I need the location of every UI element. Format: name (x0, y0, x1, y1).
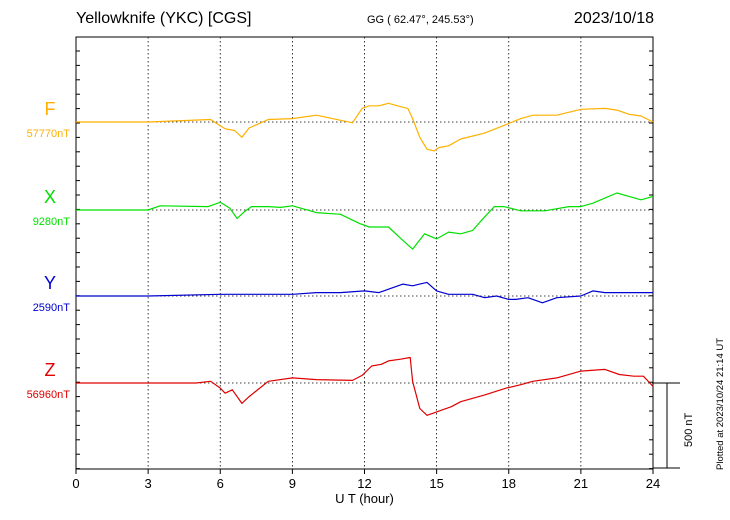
x-tick-label: 21 (574, 476, 588, 491)
x-tick-label: 12 (357, 476, 371, 491)
series-name-Y: Y (44, 273, 56, 293)
x-tick-label: 3 (145, 476, 152, 491)
series-name-Z: Z (45, 360, 56, 380)
series-name-F: F (45, 99, 56, 119)
x-tick-label: 6 (217, 476, 224, 491)
chart-date: 2023/10/18 (573, 10, 654, 27)
series-line-X (76, 192, 654, 250)
series-line-F (76, 102, 654, 152)
station-coordinates: GG ( 62.47°, 245.53°) (367, 14, 474, 26)
series-baseline-F: 57770nT (27, 128, 71, 140)
series-baseline-Z: 56960nT (27, 389, 71, 401)
series-line-Z (76, 356, 654, 416)
x-tick-label: 24 (646, 476, 660, 491)
chart-title: Yellowknife (YKC) [CGS] (76, 10, 252, 27)
series-name-X: X (44, 187, 56, 207)
series-baseline-X: 9280nT (33, 216, 71, 228)
plotted-timestamp: Plotted at 2023/10/24 21:14 UT (715, 337, 726, 470)
scale-bar-label: 500 nT (683, 412, 695, 447)
series-line-Y (76, 281, 653, 304)
x-tick-label: 18 (502, 476, 516, 491)
x-tick-label: 15 (429, 476, 443, 491)
x-axis-label: U T (hour) (335, 491, 394, 506)
x-tick-label: 9 (289, 476, 296, 491)
x-tick-label: 0 (72, 476, 79, 491)
series-baseline-Y: 2590nT (33, 302, 71, 314)
